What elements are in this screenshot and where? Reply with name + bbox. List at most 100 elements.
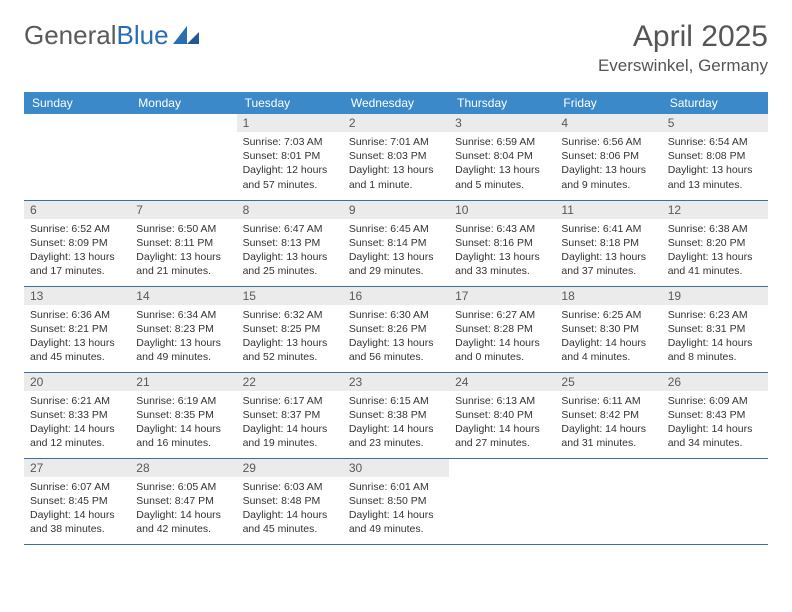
day-number: 5: [662, 114, 768, 132]
weekday-header: Tuesday: [237, 92, 343, 114]
calendar-cell: 12Sunrise: 6:38 AMSunset: 8:20 PMDayligh…: [662, 200, 768, 286]
day-details: Sunrise: 6:56 AMSunset: 8:06 PMDaylight:…: [555, 132, 661, 198]
day-number: 20: [24, 373, 130, 391]
day-details: Sunrise: 6:19 AMSunset: 8:35 PMDaylight:…: [130, 391, 236, 457]
calendar-cell: [555, 458, 661, 544]
calendar-cell: 10Sunrise: 6:43 AMSunset: 8:16 PMDayligh…: [449, 200, 555, 286]
calendar-cell: 22Sunrise: 6:17 AMSunset: 8:37 PMDayligh…: [237, 372, 343, 458]
day-details: Sunrise: 6:36 AMSunset: 8:21 PMDaylight:…: [24, 305, 130, 371]
day-details: Sunrise: 6:45 AMSunset: 8:14 PMDaylight:…: [343, 219, 449, 285]
calendar-cell: 19Sunrise: 6:23 AMSunset: 8:31 PMDayligh…: [662, 286, 768, 372]
day-number: 30: [343, 459, 449, 477]
calendar-cell: 7Sunrise: 6:50 AMSunset: 8:11 PMDaylight…: [130, 200, 236, 286]
day-number: 24: [449, 373, 555, 391]
day-details: Sunrise: 6:54 AMSunset: 8:08 PMDaylight:…: [662, 132, 768, 198]
day-number: 25: [555, 373, 661, 391]
day-details: Sunrise: 6:38 AMSunset: 8:20 PMDaylight:…: [662, 219, 768, 285]
day-number: 27: [24, 459, 130, 477]
logo: GeneralBlue: [24, 20, 199, 51]
day-number: 15: [237, 287, 343, 305]
day-details: Sunrise: 7:03 AMSunset: 8:01 PMDaylight:…: [237, 132, 343, 198]
calendar-table: SundayMondayTuesdayWednesdayThursdayFrid…: [24, 92, 768, 545]
calendar-row: 27Sunrise: 6:07 AMSunset: 8:45 PMDayligh…: [24, 458, 768, 544]
calendar-cell: 3Sunrise: 6:59 AMSunset: 8:04 PMDaylight…: [449, 114, 555, 200]
calendar-cell: 17Sunrise: 6:27 AMSunset: 8:28 PMDayligh…: [449, 286, 555, 372]
calendar-row: 13Sunrise: 6:36 AMSunset: 8:21 PMDayligh…: [24, 286, 768, 372]
day-details: Sunrise: 6:13 AMSunset: 8:40 PMDaylight:…: [449, 391, 555, 457]
calendar-cell: 15Sunrise: 6:32 AMSunset: 8:25 PMDayligh…: [237, 286, 343, 372]
day-details: Sunrise: 6:03 AMSunset: 8:48 PMDaylight:…: [237, 477, 343, 543]
day-number: 22: [237, 373, 343, 391]
calendar-cell: 23Sunrise: 6:15 AMSunset: 8:38 PMDayligh…: [343, 372, 449, 458]
calendar-cell: [24, 114, 130, 200]
day-number: 1: [237, 114, 343, 132]
day-number: 11: [555, 201, 661, 219]
calendar-row: 6Sunrise: 6:52 AMSunset: 8:09 PMDaylight…: [24, 200, 768, 286]
calendar-cell: 8Sunrise: 6:47 AMSunset: 8:13 PMDaylight…: [237, 200, 343, 286]
calendar-cell: [449, 458, 555, 544]
calendar-cell: 2Sunrise: 7:01 AMSunset: 8:03 PMDaylight…: [343, 114, 449, 200]
day-number: 4: [555, 114, 661, 132]
day-details: Sunrise: 6:52 AMSunset: 8:09 PMDaylight:…: [24, 219, 130, 285]
day-details: Sunrise: 6:17 AMSunset: 8:37 PMDaylight:…: [237, 391, 343, 457]
calendar-cell: 14Sunrise: 6:34 AMSunset: 8:23 PMDayligh…: [130, 286, 236, 372]
weekday-header: Thursday: [449, 92, 555, 114]
logo-triangle-icon: [173, 20, 199, 51]
calendar-cell: 13Sunrise: 6:36 AMSunset: 8:21 PMDayligh…: [24, 286, 130, 372]
day-number: 18: [555, 287, 661, 305]
calendar-cell: 16Sunrise: 6:30 AMSunset: 8:26 PMDayligh…: [343, 286, 449, 372]
day-number: 14: [130, 287, 236, 305]
day-number: 6: [24, 201, 130, 219]
calendar-cell: 9Sunrise: 6:45 AMSunset: 8:14 PMDaylight…: [343, 200, 449, 286]
logo-text-2: Blue: [117, 20, 169, 51]
calendar-cell: 20Sunrise: 6:21 AMSunset: 8:33 PMDayligh…: [24, 372, 130, 458]
calendar-row: 20Sunrise: 6:21 AMSunset: 8:33 PMDayligh…: [24, 372, 768, 458]
calendar-header-row: SundayMondayTuesdayWednesdayThursdayFrid…: [24, 92, 768, 114]
day-details: Sunrise: 6:09 AMSunset: 8:43 PMDaylight:…: [662, 391, 768, 457]
day-details: Sunrise: 6:05 AMSunset: 8:47 PMDaylight:…: [130, 477, 236, 543]
calendar-row: 1Sunrise: 7:03 AMSunset: 8:01 PMDaylight…: [24, 114, 768, 200]
day-details: Sunrise: 6:23 AMSunset: 8:31 PMDaylight:…: [662, 305, 768, 371]
day-details: Sunrise: 6:15 AMSunset: 8:38 PMDaylight:…: [343, 391, 449, 457]
day-number: 2: [343, 114, 449, 132]
day-number: 19: [662, 287, 768, 305]
day-number: 23: [343, 373, 449, 391]
day-details: Sunrise: 6:11 AMSunset: 8:42 PMDaylight:…: [555, 391, 661, 457]
day-details: Sunrise: 6:30 AMSunset: 8:26 PMDaylight:…: [343, 305, 449, 371]
calendar-cell: 1Sunrise: 7:03 AMSunset: 8:01 PMDaylight…: [237, 114, 343, 200]
day-details: Sunrise: 6:25 AMSunset: 8:30 PMDaylight:…: [555, 305, 661, 371]
day-details: Sunrise: 6:47 AMSunset: 8:13 PMDaylight:…: [237, 219, 343, 285]
calendar-cell: 28Sunrise: 6:05 AMSunset: 8:47 PMDayligh…: [130, 458, 236, 544]
calendar-body: 1Sunrise: 7:03 AMSunset: 8:01 PMDaylight…: [24, 114, 768, 544]
header: GeneralBlue April 2025 Everswinkel, Germ…: [24, 20, 768, 76]
calendar-cell: 18Sunrise: 6:25 AMSunset: 8:30 PMDayligh…: [555, 286, 661, 372]
day-number: 17: [449, 287, 555, 305]
day-number: 3: [449, 114, 555, 132]
calendar-cell: 4Sunrise: 6:56 AMSunset: 8:06 PMDaylight…: [555, 114, 661, 200]
day-number: 29: [237, 459, 343, 477]
calendar-cell: 30Sunrise: 6:01 AMSunset: 8:50 PMDayligh…: [343, 458, 449, 544]
calendar-cell: 26Sunrise: 6:09 AMSunset: 8:43 PMDayligh…: [662, 372, 768, 458]
calendar-cell: 25Sunrise: 6:11 AMSunset: 8:42 PMDayligh…: [555, 372, 661, 458]
calendar-cell: [130, 114, 236, 200]
day-number: 13: [24, 287, 130, 305]
day-number: 7: [130, 201, 236, 219]
day-details: Sunrise: 7:01 AMSunset: 8:03 PMDaylight:…: [343, 132, 449, 198]
weekday-header: Wednesday: [343, 92, 449, 114]
day-details: Sunrise: 6:21 AMSunset: 8:33 PMDaylight:…: [24, 391, 130, 457]
day-number: 12: [662, 201, 768, 219]
weekday-header: Monday: [130, 92, 236, 114]
weekday-header: Saturday: [662, 92, 768, 114]
page-title: April 2025: [598, 20, 768, 54]
day-details: Sunrise: 6:50 AMSunset: 8:11 PMDaylight:…: [130, 219, 236, 285]
logo-text-1: General: [24, 20, 117, 51]
calendar-cell: 11Sunrise: 6:41 AMSunset: 8:18 PMDayligh…: [555, 200, 661, 286]
day-details: Sunrise: 6:01 AMSunset: 8:50 PMDaylight:…: [343, 477, 449, 543]
day-number: 8: [237, 201, 343, 219]
calendar-cell: 21Sunrise: 6:19 AMSunset: 8:35 PMDayligh…: [130, 372, 236, 458]
day-number: 26: [662, 373, 768, 391]
calendar-cell: 6Sunrise: 6:52 AMSunset: 8:09 PMDaylight…: [24, 200, 130, 286]
day-number: 16: [343, 287, 449, 305]
day-details: Sunrise: 6:43 AMSunset: 8:16 PMDaylight:…: [449, 219, 555, 285]
calendar-cell: 29Sunrise: 6:03 AMSunset: 8:48 PMDayligh…: [237, 458, 343, 544]
